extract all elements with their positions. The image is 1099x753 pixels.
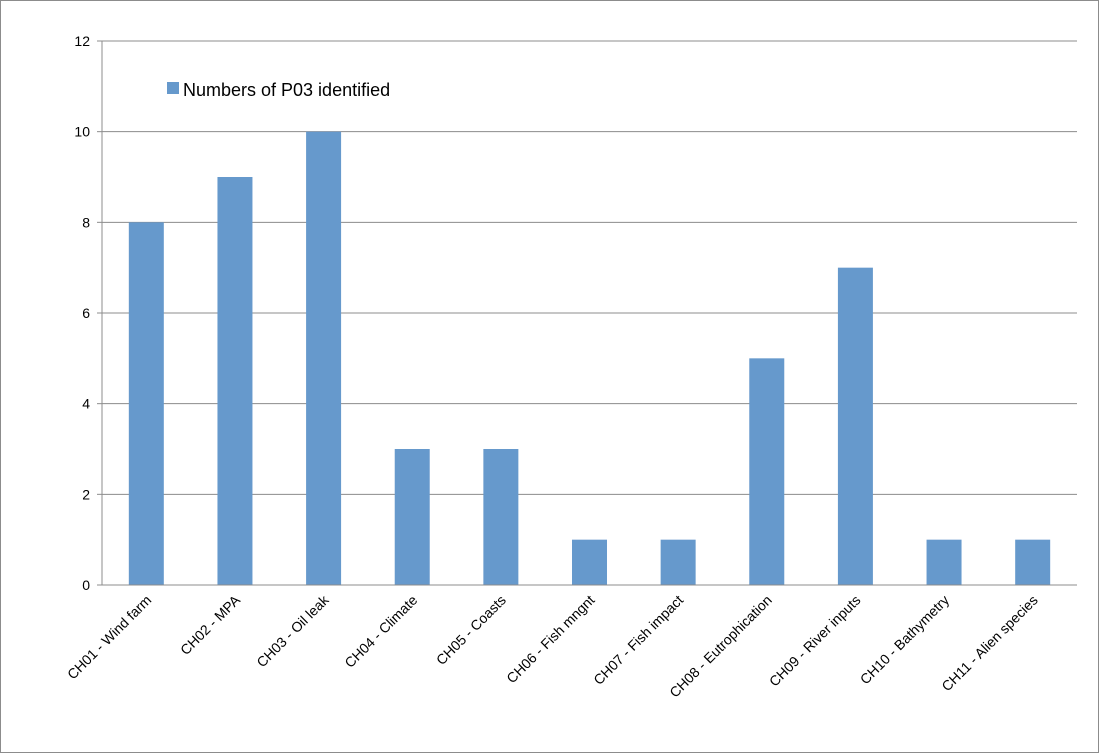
bar [1015,539,1051,585]
x-tick-label: CH10 - Bathymetry [857,592,952,687]
bar [217,177,253,585]
bar [306,131,342,585]
x-axis-tick-labels: CH01 - Wind farm CH02 - MPA CH03 - Oil lea… [64,591,1041,700]
x-tick-label: CH06 - Fish mngnt [503,592,597,686]
legend-swatch-icon [167,82,179,94]
bar [483,449,519,585]
bar [128,222,164,586]
legend: Numbers of P03 identified [167,80,390,100]
bars [128,131,1051,586]
y-tick-label: 0 [82,577,90,593]
bar [837,267,873,585]
axes [101,41,1077,586]
x-tick-label: CH05 - Coasts [433,592,509,668]
legend-label: Numbers of P03 identified [183,80,390,100]
x-tick-label: CH03 - Oil leak [253,591,332,670]
bar [660,539,696,585]
y-tick-label: 6 [82,305,90,321]
x-tick-label: CH04 - Climate [341,592,420,671]
y-tick-label: 10 [74,124,90,140]
bar [394,449,430,585]
y-tick-label: 8 [82,214,90,230]
x-tick-label: CH07 - Fish impact [590,592,686,688]
bar [926,539,962,585]
y-axis-tick-labels: 0 2 4 6 8 10 12 [74,33,90,593]
bar [572,539,607,585]
x-tick-label: CH01 - Wind farm [64,592,155,683]
y-tick-label: 2 [82,486,90,502]
bar [749,358,785,585]
gridlines [97,40,1077,586]
x-tick-label: CH11 - Alien species [938,592,1040,694]
x-tick-label: CH09 - River inputs [766,592,864,690]
x-tick-label: CH02 - MPA [177,591,244,658]
x-tick-label: CH08 - Eutrophication [666,592,775,701]
y-tick-label: 12 [74,33,90,49]
y-tick-label: 4 [82,396,90,412]
